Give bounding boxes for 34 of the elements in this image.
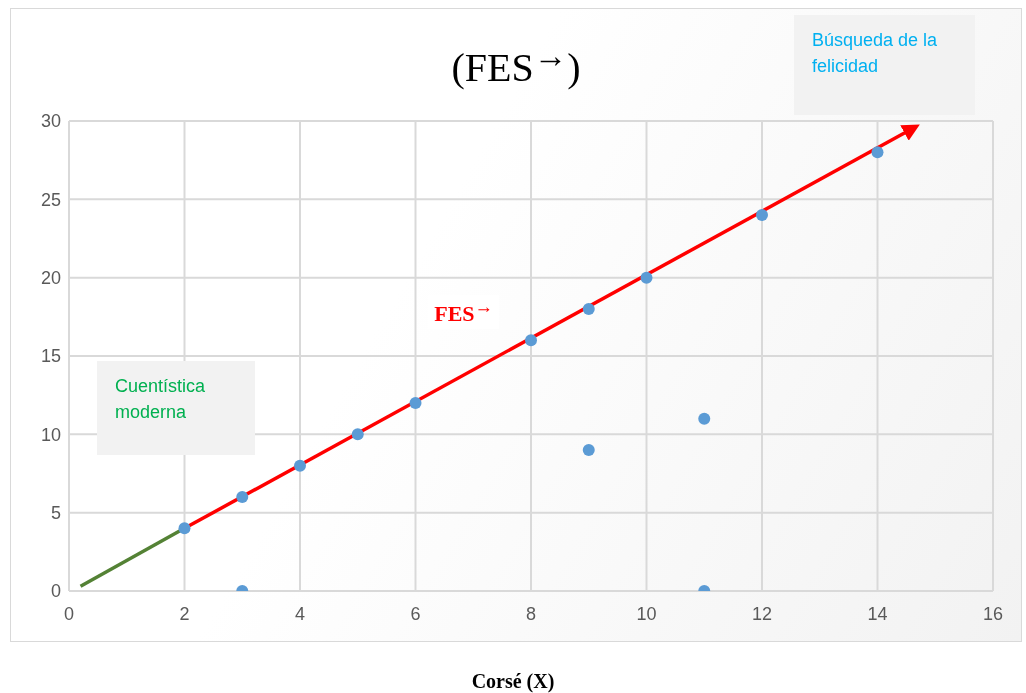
y-tick-label: 5 xyxy=(50,503,61,524)
x-tick-label: 8 xyxy=(525,603,537,624)
annotation: FES$^{→}$ xyxy=(428,294,499,330)
text-box: Búsqueda de la felicidad xyxy=(794,15,975,115)
point xyxy=(525,334,537,347)
point xyxy=(582,303,595,315)
annotation: Cuentística moderna xyxy=(115,376,206,422)
x-tick-label: 16 xyxy=(982,603,1004,624)
point xyxy=(236,491,249,503)
y-tick-label: 20 xyxy=(40,268,61,289)
x-tick-label: 14 xyxy=(867,603,888,624)
x-tick-label: 0 xyxy=(63,603,75,624)
point xyxy=(698,412,711,425)
point xyxy=(409,397,422,409)
x-tick-label: 10 xyxy=(636,603,657,624)
point xyxy=(351,428,364,441)
y-tick-label: 0 xyxy=(50,581,61,602)
x-tick-label: 6 xyxy=(410,603,421,624)
chart-title: (FES$^{→}$) xyxy=(451,37,581,91)
point xyxy=(582,444,595,456)
y-tick-label: 10 xyxy=(40,424,61,445)
y-tick-label: 30 xyxy=(40,111,61,132)
x-tick-label: 4 xyxy=(294,603,306,624)
point xyxy=(756,209,768,221)
y-tick-label: 15 xyxy=(40,346,61,367)
point xyxy=(294,459,306,472)
x-tick-label: 12 xyxy=(751,603,773,624)
x-tick-label: 2 xyxy=(179,603,190,624)
point xyxy=(178,522,191,535)
text-box: Cuentística moderna xyxy=(97,361,255,455)
point xyxy=(640,271,653,284)
y-tick-label: 25 xyxy=(40,189,61,210)
point xyxy=(871,146,884,159)
x-axis-title: Corsé (X) xyxy=(470,670,556,693)
